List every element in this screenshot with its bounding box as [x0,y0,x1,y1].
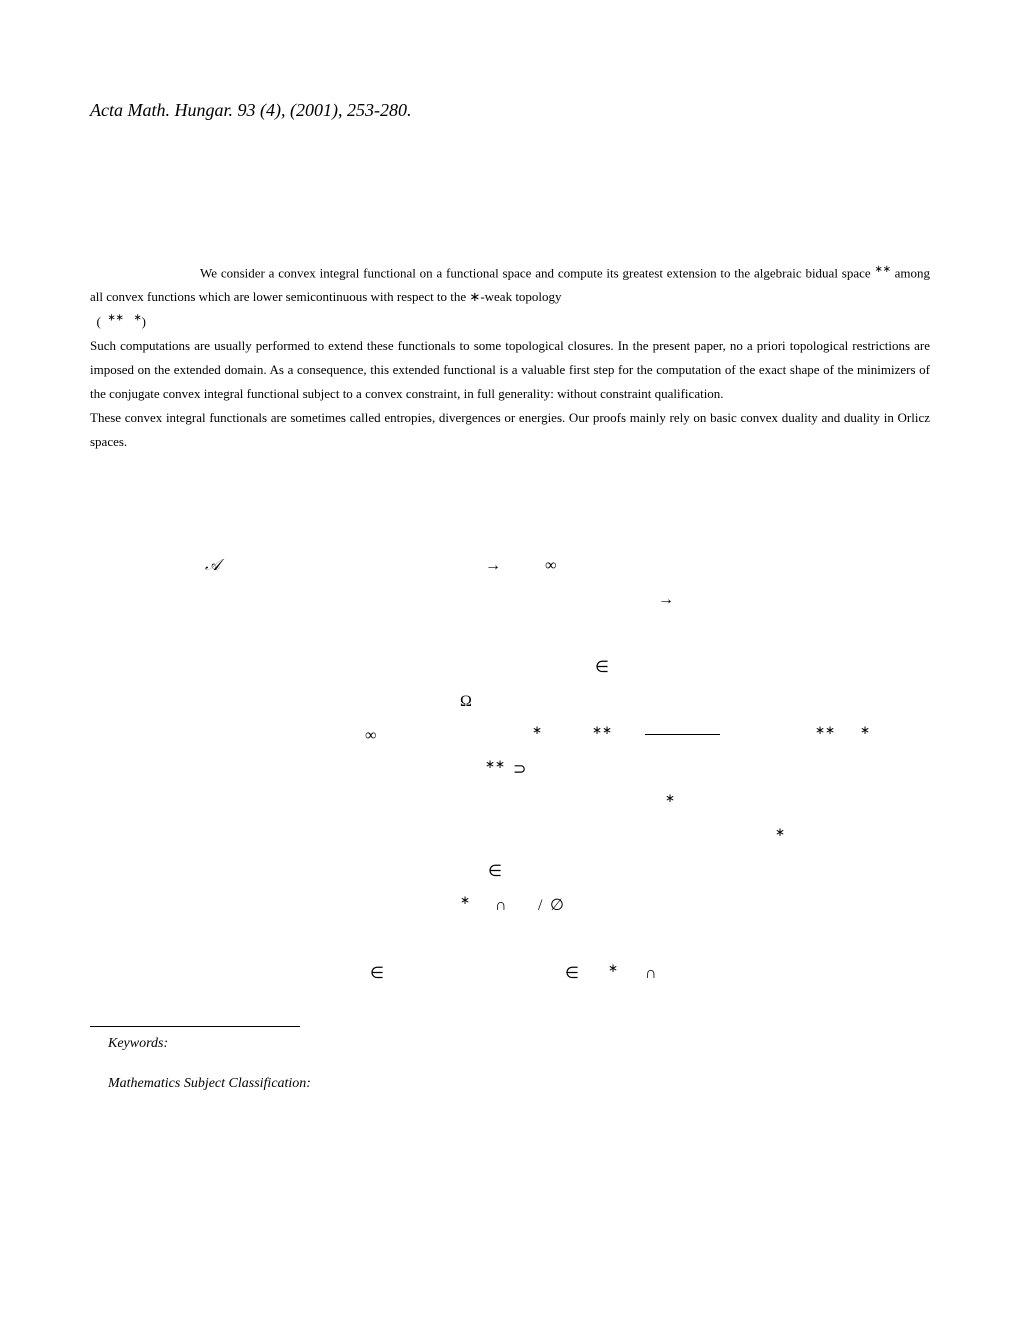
footnote-separator [90,1026,300,1027]
abstract-text-2: and compute its greatest extension to th… [535,265,874,280]
msc-footnote: Mathematics Subject Classification: [90,1073,930,1095]
emptyset-symbol: ∅ [550,894,564,918]
abstract-text-1: We consider a convex integral functional… [200,265,535,280]
in-symbol-3: ∈ [370,962,384,986]
topology-notation: ( ∗∗ ∗) [90,314,146,329]
journal-reference: Acta Math. Hungar. 93 (4), (2001), 253-2… [90,100,930,121]
arrow-symbol: → [485,554,501,578]
star-symbol-5: ∗ [460,891,470,909]
in-symbol-2: ∈ [488,860,502,884]
bidual-symbol: ∗∗ [874,264,890,275]
supset-symbol: ⊃ [513,758,526,782]
star-symbol-6: ∗ [608,959,618,977]
star-symbol-3: ∗ [665,789,675,807]
dstar-symbol: ∗∗ [592,721,612,739]
slash-symbol: / [538,894,542,918]
keywords-footnote: Keywords: [90,1033,930,1055]
script-a-symbol: 𝒜 [205,554,220,578]
abstract-text-4: Such computations are usually performed … [90,338,930,401]
infinity-symbol-2: ∞ [365,724,376,748]
abstract-block: We consider a convex integral functional… [90,261,930,454]
cap-symbol-2: ∩ [645,962,657,986]
omega-symbol: Ω [460,690,472,714]
star-symbol: ∗ [532,721,542,739]
msc-label: Mathematics Subject Classification: [108,1076,311,1091]
dstar-symbol-3: ∗∗ [485,755,505,773]
overline [645,734,720,735]
dstar-symbol-2: ∗∗ [815,721,835,739]
body-content: 𝒜 → ∞ → ∈ Ω ∞ ∗ ∗∗ ∗∗ ∗ ∗∗ ⊃ ∗ ∗ ∈ ∗ ∩ [90,554,930,996]
star-symbol-2: ∗ [860,721,870,739]
in-symbol: ∈ [595,656,609,680]
abstract-text-5: These convex integral functionals are so… [90,410,930,449]
star-symbol-4: ∗ [775,823,785,841]
arrow-symbol-2: → [658,588,674,612]
cap-symbol: ∩ [495,894,507,918]
in-symbol-4: ∈ [565,962,579,986]
keywords-label: Keywords: [108,1036,168,1051]
infinity-symbol: ∞ [545,554,556,578]
